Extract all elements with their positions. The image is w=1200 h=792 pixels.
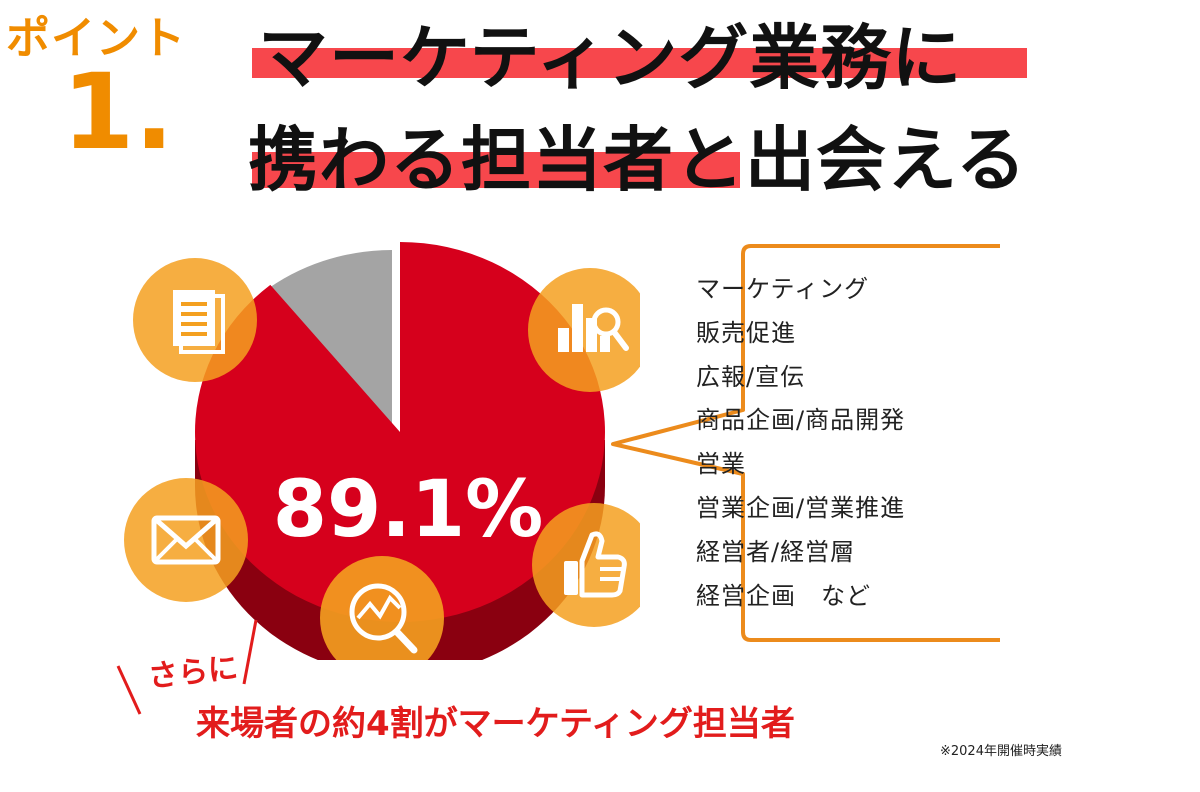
list-item: 営業	[696, 450, 746, 479]
list-item: 経営企画 など	[696, 581, 871, 610]
callout-list: マーケティング 販売促進 広報/宣伝 商品企画/商品開発 営業 営業企画/営業推…	[696, 268, 905, 618]
footnote: ※2024年開催時実績	[940, 744, 1062, 759]
list-item: 販売促進	[696, 318, 796, 347]
thumbs-up-icon	[532, 503, 640, 627]
furthermore-marks	[116, 619, 258, 715]
list-item: 経営者/経営層	[696, 537, 856, 566]
point-label: ポイント	[6, 13, 186, 64]
bar-chart-search-icon	[528, 268, 640, 392]
magnifier-trend-icon	[320, 556, 444, 660]
furthermore-label: さらに	[146, 650, 240, 695]
point-number: 1.	[62, 51, 174, 173]
list-item: 営業企画/営業推進	[696, 493, 906, 522]
bottom-statement: 来場者の約4割がマーケティング担当者	[196, 704, 795, 744]
title-highlight-1	[252, 48, 1027, 78]
callout-box	[611, 244, 1000, 642]
list-item: 広報/宣伝	[696, 362, 806, 391]
document-icon	[133, 258, 257, 382]
title-line-1: マーケティング業務に	[258, 17, 963, 99]
pie-chart: 89.1%	[124, 242, 640, 660]
list-item: 商品企画/商品開発	[696, 406, 906, 435]
list-item: マーケティング	[696, 275, 870, 303]
pie-slice-main	[195, 242, 605, 622]
pie-data-label: 89.1%	[273, 465, 544, 555]
title-highlight-2	[252, 152, 740, 188]
pie-layer	[195, 242, 605, 660]
envelope-icon	[124, 478, 248, 602]
title-line-2: 携わる担当者と出会える	[248, 119, 1027, 201]
